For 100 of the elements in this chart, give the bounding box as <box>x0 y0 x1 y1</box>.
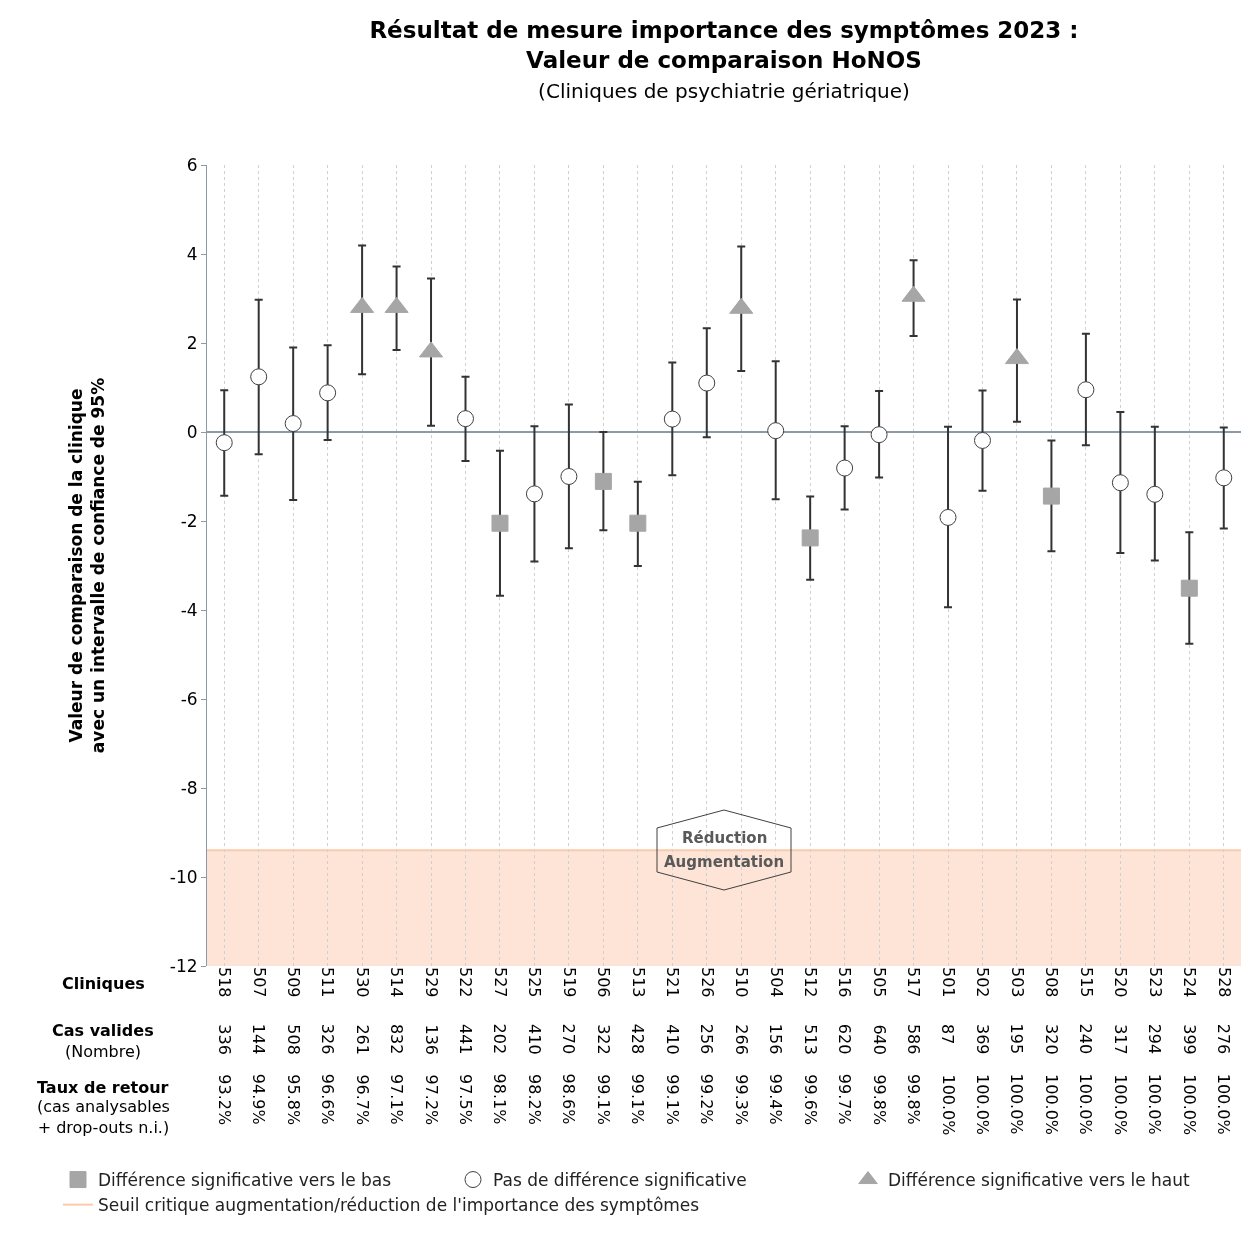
text: 202 <box>490 1023 510 1055</box>
x-tick-label: 523 <box>1145 967 1165 998</box>
text: 428 <box>628 1023 648 1055</box>
x-tick-label: 512 <box>800 967 820 998</box>
x-tick-label: 507 <box>249 967 269 998</box>
x-tick-label: 527 <box>490 967 510 998</box>
text: 100.0% <box>973 1074 992 1136</box>
y-tick-label: -8 <box>180 777 198 798</box>
text: 586 <box>904 1023 924 1055</box>
text: 256 <box>697 1023 717 1055</box>
point <box>457 410 474 428</box>
text: 410 <box>662 1024 682 1055</box>
legend-label: Différence significative vers le bas <box>98 1170 392 1191</box>
text: 320 <box>1041 1024 1061 1055</box>
x-tick-label: 522 <box>456 967 476 998</box>
text: 240 <box>1076 1023 1096 1055</box>
text: 99.8% <box>904 1073 924 1125</box>
text: 441 <box>456 1024 475 1055</box>
x-axis-title: Cliniques <box>62 974 145 993</box>
x-tick-label: 505 <box>869 967 889 998</box>
text: 100.0% <box>938 1074 958 1136</box>
text: 294 <box>1145 1023 1165 1055</box>
point <box>1042 487 1060 505</box>
text: 322 <box>593 1024 613 1055</box>
text: 98.2% <box>524 1074 544 1125</box>
x-tick-label: 518 <box>215 967 235 998</box>
y-tick-label: -12 <box>169 955 198 976</box>
y-tick-label: -10 <box>169 866 198 887</box>
text: 336 <box>214 1024 234 1055</box>
y-tick-label: 0 <box>186 421 198 442</box>
legend-label: Différence significative vers le haut <box>888 1170 1191 1191</box>
text: 100.0% <box>1145 1073 1165 1135</box>
y-tick-label: -2 <box>180 510 198 531</box>
point <box>319 384 337 402</box>
point <box>939 508 957 526</box>
x-tick-label: 501 <box>938 967 958 998</box>
x-tick-label: 510 <box>732 967 752 998</box>
point <box>836 459 854 477</box>
text: 99.3% <box>731 1074 751 1126</box>
text: 144 <box>249 1023 269 1055</box>
text: Cas valides <box>52 1021 154 1040</box>
x-tick-label: 511 <box>318 967 338 998</box>
text: 100.0% <box>1214 1073 1234 1135</box>
text: 136 <box>421 1024 441 1056</box>
point <box>1146 485 1164 503</box>
text: 326 <box>318 1023 338 1055</box>
point <box>560 468 578 485</box>
text: 100.0% <box>1076 1073 1096 1135</box>
point <box>250 368 268 386</box>
y-tick-label: 2 <box>186 332 198 353</box>
point <box>698 374 716 392</box>
text: 99.1% <box>662 1074 682 1126</box>
text: 195 <box>1007 1023 1027 1055</box>
point <box>284 415 302 433</box>
point <box>491 514 509 532</box>
text: Taux de retour <box>37 1078 169 1097</box>
y-tick-label: 6 <box>186 154 198 175</box>
x-tick-label: 508 <box>1042 967 1062 998</box>
x-tick-label: 513 <box>628 967 648 998</box>
y-tick-label: -6 <box>180 688 198 709</box>
point <box>1111 474 1129 492</box>
text: 266 <box>731 1024 751 1055</box>
point <box>1077 381 1095 399</box>
x-tick-label: 503 <box>1007 967 1027 998</box>
text: 100.0% <box>1110 1074 1130 1136</box>
y-tick-label: 4 <box>186 243 198 264</box>
y-tick-label: -4 <box>180 599 198 620</box>
x-tick-label: 514 <box>387 967 407 998</box>
text: 96.7% <box>352 1074 372 1126</box>
text: 98.1% <box>490 1073 510 1125</box>
x-tick-label: 529 <box>421 967 441 998</box>
text: 261 <box>352 1024 372 1055</box>
text: (cas analysables + drop-outs n.i.) <box>37 1097 170 1137</box>
point <box>974 431 991 449</box>
legend-label: Seuil critique augmentation/réduction de l'importance des symptômes <box>98 1195 700 1216</box>
point <box>594 472 612 490</box>
text: 620 <box>835 1023 855 1055</box>
text: 97.2% <box>421 1074 441 1126</box>
text: 96.6% <box>318 1073 338 1125</box>
x-tick-label: 520 <box>1111 967 1131 998</box>
text: 100.0% <box>1007 1073 1027 1135</box>
x-tick-label: 524 <box>1180 967 1200 998</box>
chart-title: Résultat de mesure importance des symptômes 2023 : Valeur de comparaison HoNOS <box>369 17 1079 73</box>
x-tick-label: 528 <box>1214 967 1234 998</box>
text: 156 <box>766 1023 786 1055</box>
x-tick-label: 515 <box>1076 967 1096 998</box>
text: 99.2% <box>697 1073 717 1125</box>
x-tick-label: 530 <box>352 967 372 998</box>
text: 317 <box>1110 1024 1130 1055</box>
text: 98.6% <box>559 1073 579 1125</box>
text: 640 <box>869 1024 889 1055</box>
point <box>801 529 819 547</box>
text: 94.9% <box>249 1073 269 1125</box>
text: 100.0% <box>1179 1074 1199 1136</box>
annotation: Réduction <box>682 829 768 847</box>
text: 87 <box>938 1023 958 1045</box>
text: 369 <box>973 1024 992 1055</box>
x-tick-label: 526 <box>697 967 717 998</box>
text: 513 <box>800 1024 820 1055</box>
point <box>870 426 888 444</box>
